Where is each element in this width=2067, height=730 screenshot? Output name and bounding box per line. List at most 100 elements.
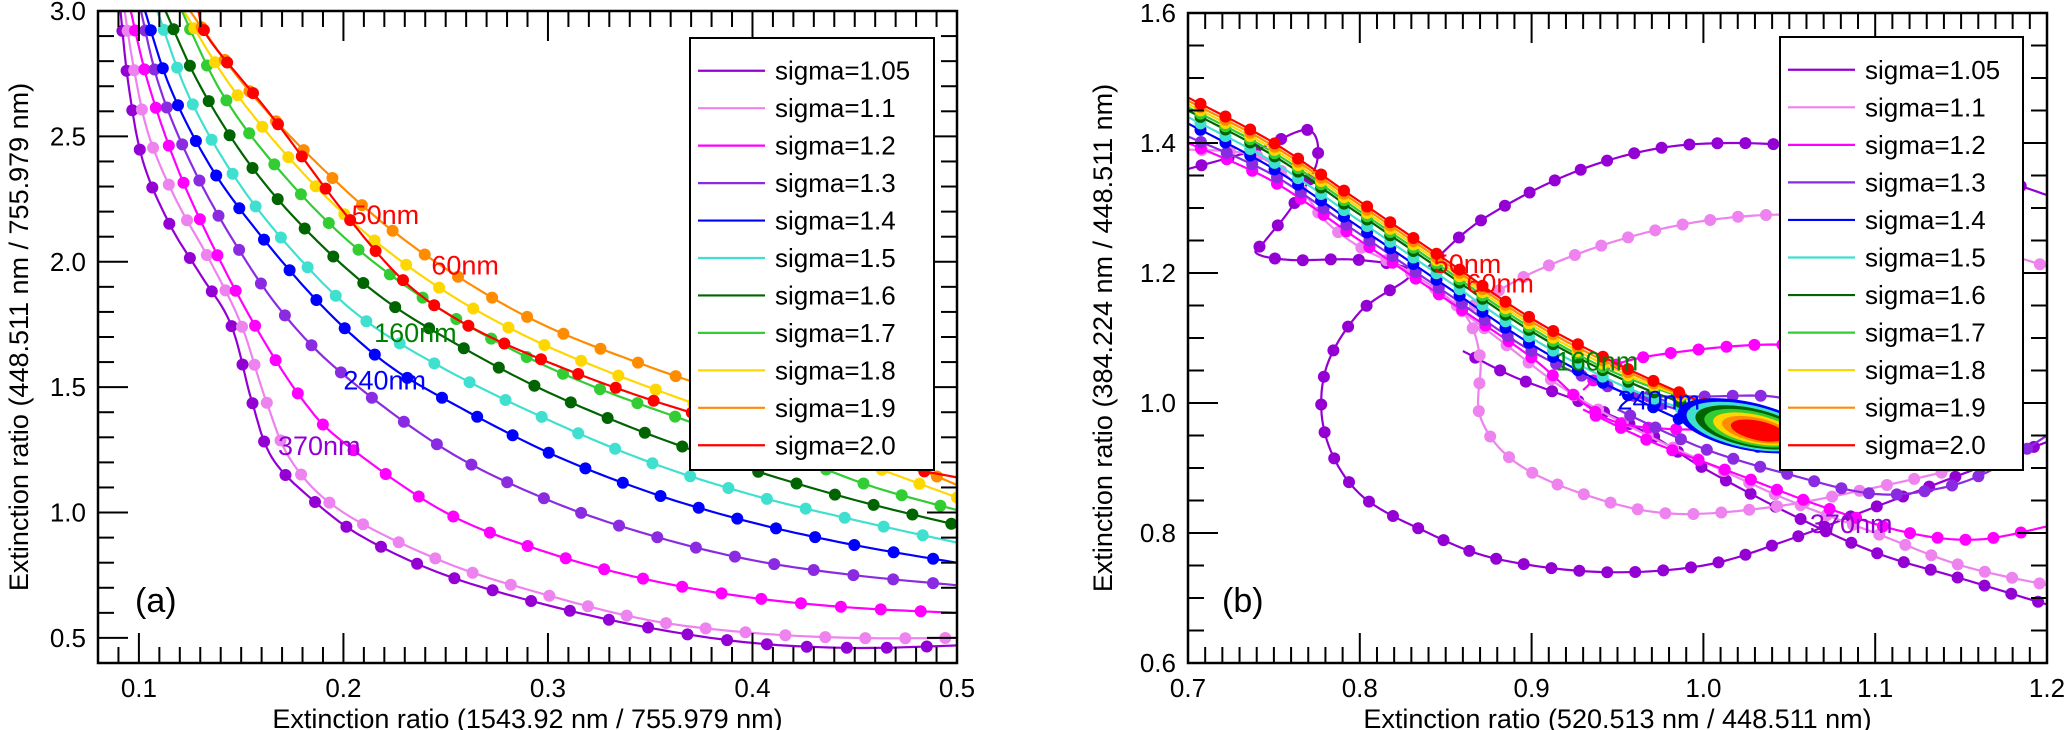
data-point: [1622, 231, 1635, 244]
size-annotation: 240nm: [1618, 386, 1701, 416]
data-point: [1546, 369, 1559, 382]
data-point: [1328, 452, 1341, 465]
data-point: [1430, 247, 1443, 260]
data-point: [1296, 254, 1309, 267]
x-tick-label: 0.1: [121, 673, 157, 703]
data-point: [1490, 552, 1503, 565]
data-point: [895, 489, 908, 502]
data-point: [1194, 97, 1207, 110]
data-point: [887, 573, 900, 586]
size-annotation: 50nm: [1434, 249, 1502, 279]
data-point: [795, 597, 807, 610]
legend-item: sigma=2.0: [698, 430, 896, 460]
data-point: [1704, 214, 1717, 226]
series-line: [123, 11, 957, 640]
data-point: [1712, 556, 1725, 569]
series-line: [156, 11, 957, 544]
data-point: [355, 199, 368, 212]
data-point: [1268, 252, 1281, 265]
data-point: [1473, 349, 1486, 362]
data-point: [906, 508, 919, 521]
data-point: [631, 397, 644, 410]
data-point: [1748, 338, 1761, 351]
data-point: [647, 394, 660, 407]
series-line: [143, 11, 957, 564]
data-point: [575, 506, 588, 519]
data-point: [1601, 154, 1614, 167]
data-point: [521, 310, 534, 323]
data-point: [692, 501, 705, 514]
data-point: [181, 214, 193, 227]
data-point: [1792, 530, 1805, 543]
data-point: [684, 470, 697, 483]
data-point: [847, 569, 860, 582]
data-point: [1659, 507, 1672, 520]
size-annotation: 50nm: [352, 200, 420, 230]
series-sigma-1-2: [129, 11, 957, 618]
legend-item: sigma=1.6: [698, 280, 896, 310]
data-point: [126, 104, 139, 117]
data-point: [1253, 240, 1266, 253]
data-point: [1517, 271, 1530, 283]
y-tick-label: 0.6: [1140, 648, 1176, 678]
data-point: [260, 396, 273, 409]
data-point: [669, 370, 682, 383]
data-point: [226, 167, 239, 180]
data-point: [268, 158, 281, 171]
data-point: [1876, 520, 1889, 533]
data-point: [271, 193, 284, 206]
data-point: [557, 367, 569, 380]
data-point: [2021, 442, 2034, 455]
data-point: [838, 511, 851, 524]
legend-label: sigma=1.7: [1865, 318, 1986, 348]
data-point: [676, 580, 689, 593]
legend: sigma=1.05 sigma=1.1 sigma=1.2 sigma=1.3 sig…: [1779, 36, 2024, 471]
data-point: [1683, 138, 1696, 151]
legend-label: sigma=1.9: [1865, 393, 1986, 423]
legend-item: sigma=1.8: [698, 355, 896, 385]
data-point: [177, 176, 190, 189]
data-point: [874, 603, 887, 616]
data-point: [538, 339, 551, 351]
x-tick-label: 0.7: [1170, 673, 1206, 703]
data-point: [428, 357, 441, 370]
data-point: [828, 488, 841, 501]
data-point: [1670, 423, 1683, 436]
data-point: [1826, 490, 1839, 503]
series-sigma-1-6: [164, 11, 957, 530]
data-point: [1383, 284, 1396, 297]
data-point: [344, 214, 357, 227]
legend-label: sigma=1.2: [775, 131, 896, 161]
data-point: [1808, 475, 1821, 488]
data-point: [1526, 466, 1539, 479]
legend-item: sigma=1.7: [1788, 318, 1986, 348]
data-point: [1312, 147, 1325, 159]
data-point: [521, 540, 534, 552]
data-point: [498, 337, 511, 350]
data-point: [219, 284, 232, 297]
data-point: [1629, 566, 1642, 578]
data-point: [246, 397, 259, 410]
data-point: [327, 250, 340, 263]
data-point: [209, 56, 221, 69]
data-point: [2033, 577, 2046, 590]
data-point: [1343, 476, 1355, 489]
legend-label: sigma=1.5: [775, 243, 896, 273]
data-point: [1452, 231, 1465, 244]
data-point: [528, 379, 541, 392]
data-point: [205, 285, 218, 298]
data-point: [1568, 249, 1581, 261]
data-point: [1649, 421, 1662, 434]
data-point: [411, 557, 424, 570]
data-point: [689, 541, 702, 554]
data-point: [1352, 253, 1365, 266]
data-point: [368, 234, 381, 247]
data-point: [1360, 299, 1373, 312]
data-point: [471, 410, 484, 423]
legend-item: sigma=1.1: [1788, 92, 1986, 122]
data-point: [258, 233, 270, 246]
data-point: [579, 462, 592, 475]
data-point: [819, 631, 832, 644]
data-point: [559, 552, 572, 565]
data-point: [1951, 571, 1964, 584]
